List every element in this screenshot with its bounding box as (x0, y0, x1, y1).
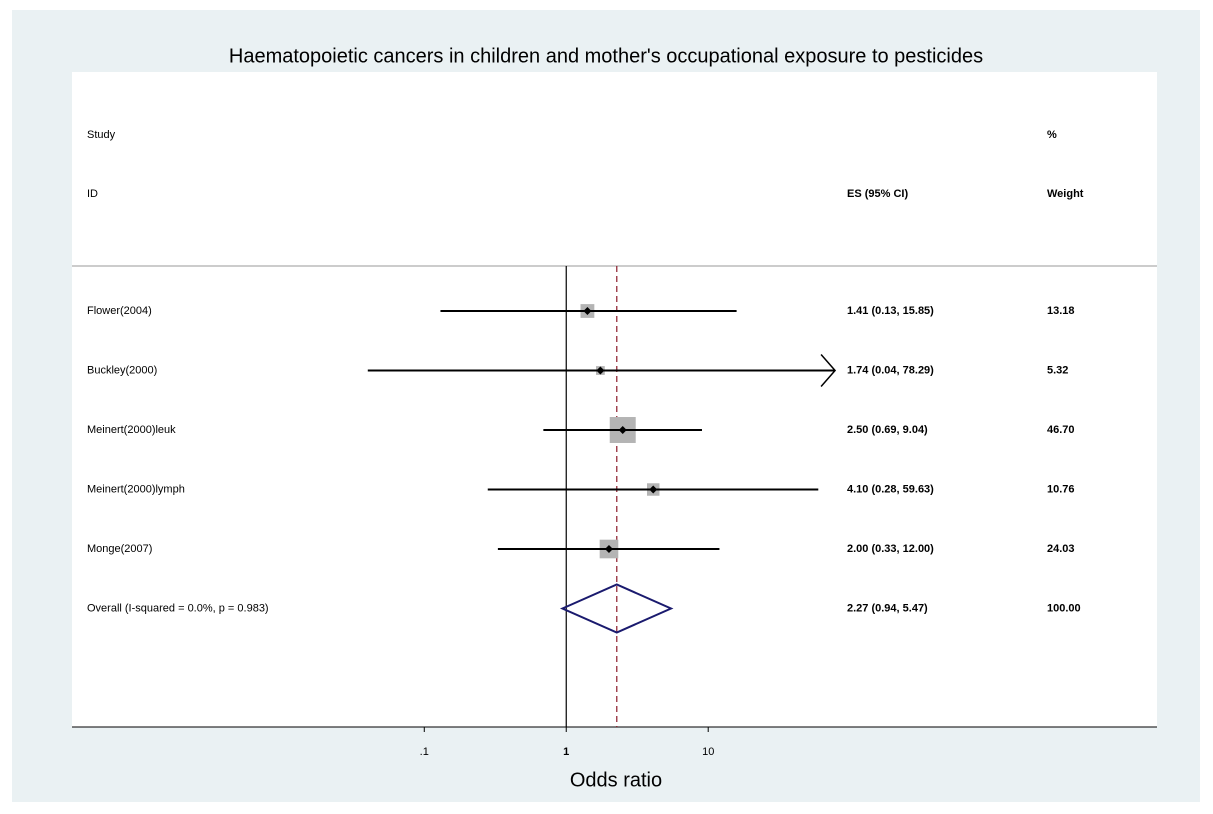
study-label: Meinert(2000)lymph (87, 483, 185, 495)
es-label: 4.10 (0.28, 59.63) (847, 483, 934, 495)
weight-label: 5.32 (1047, 364, 1068, 376)
header-id: ID (87, 188, 98, 200)
header-pct: % (1047, 129, 1057, 141)
weight-label: 10.76 (1047, 483, 1075, 495)
point-estimate (649, 485, 658, 494)
es-label: 2.50 (0.69, 9.04) (847, 424, 928, 436)
x-tick-label: .1 (420, 746, 429, 758)
overall-diamond (559, 583, 674, 634)
ci-arrow (820, 354, 837, 387)
overall-es-label: 2.27 (0.94, 5.47) (847, 602, 928, 614)
es-label: 2.00 (0.33, 12.00) (847, 543, 934, 555)
study-label: Buckley(2000) (87, 364, 157, 376)
study-label: Flower(2004) (87, 305, 152, 317)
point-estimate (583, 307, 592, 315)
chart-title: Haematopoietic cancers in children and m… (229, 45, 983, 67)
overall-label: Overall (I-squared = 0.0%, p = 0.983) (87, 602, 269, 614)
es-label: 1.74 (0.04, 78.29) (847, 364, 934, 376)
plot-area (72, 72, 1157, 727)
study-label: Monge(2007) (87, 543, 152, 555)
point-estimate (604, 545, 613, 553)
overall-weight-label: 100.00 (1047, 602, 1081, 614)
header-es: ES (95% CI) (847, 188, 908, 200)
weight-label: 46.70 (1047, 424, 1075, 436)
point-estimate (618, 426, 627, 434)
study-label: Meinert(2000)leuk (87, 424, 176, 436)
x-axis-label: Odds ratio (570, 769, 662, 791)
x-tick-label: 10 (702, 746, 714, 758)
header-study: Study (87, 129, 116, 141)
header-weight: Weight (1047, 188, 1084, 200)
point-estimate (596, 366, 605, 375)
weight-label: 13.18 (1047, 305, 1075, 317)
es-label: 1.41 (0.13, 15.85) (847, 305, 934, 317)
x-tick-label: 1 (563, 746, 569, 758)
weight-label: 24.03 (1047, 543, 1075, 555)
